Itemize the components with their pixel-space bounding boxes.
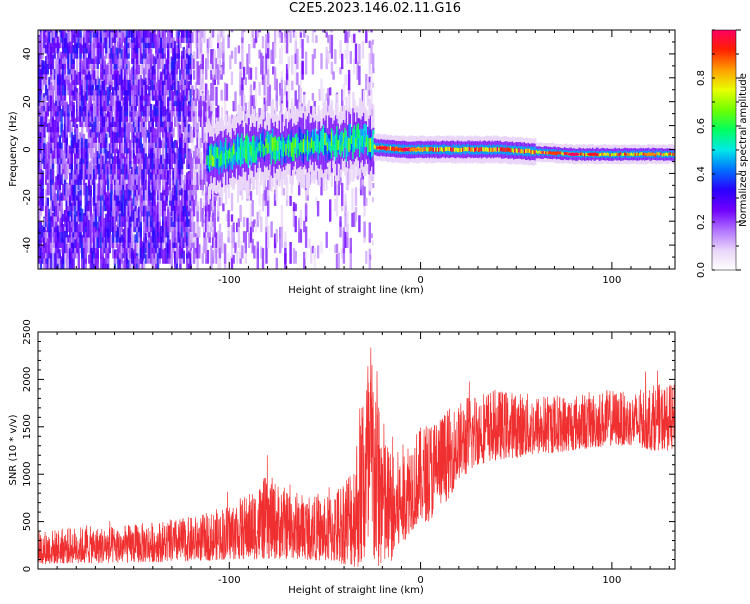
spectrogram-x-ticks: -100 0 100: [37, 30, 670, 286]
snr-x-axis-label: Height of straight line (km): [288, 585, 424, 596]
colorbar-tick-label: 0.4: [696, 166, 707, 182]
figure-title: C2E5.2023.146.02.11.G16: [288, 1, 462, 16]
colorbar-tick-label: 0.8: [696, 70, 707, 86]
snr-x-tick-label: 100: [602, 575, 621, 586]
snr-series: [38, 347, 675, 567]
snr-y-tick-label: 2500: [22, 319, 33, 344]
colorbar-tick-label: 0.0: [696, 262, 707, 278]
spectrogram-x-axis-label: Height of straight line (km): [288, 285, 424, 296]
snr-y-tick-label: 1000: [22, 461, 33, 486]
snr-y-tick-label: 0: [22, 566, 33, 572]
spectrogram-x-tick-label: 100: [602, 275, 621, 286]
snr-y-axis-label: SNR (10 * v/v): [8, 414, 19, 485]
spectrogram-y-axis-label: Frequency (Hz): [8, 111, 19, 187]
spectrogram-y-tick-label: 0: [22, 146, 33, 152]
snr-y-tick-label: 2000: [22, 367, 33, 392]
snr-x-tick-label: 0: [417, 575, 423, 586]
snr-axes-frame: [37, 331, 676, 570]
spectrogram-y-tick-label: -20: [22, 189, 33, 205]
snr-y-tick-label: 500: [22, 512, 33, 531]
spectrogram-y-ticks: -40 -20 0 20 40: [22, 29, 675, 270]
colorbar-tick-label: 0.2: [696, 214, 707, 230]
spectrogram-panel: -100 0 100 -40 -20 0 20 40 Height of straight …: [8, 29, 676, 296]
spectrogram-y-tick-label: 20: [22, 95, 33, 108]
colorbar-ticks: 0.0 0.2 0.4 0.6 0.8: [696, 29, 741, 278]
colorbar: 0.0 0.2 0.4 0.6 0.8 Normalized spectral ampl…: [696, 29, 749, 278]
colorbar-label: Normalized spectral amplitude: [738, 73, 749, 227]
snr-x-tick-label: -100: [218, 575, 241, 586]
snr-y-ticks: 0 500 1000 1500 2000 2500: [22, 319, 675, 572]
spectrogram-y-tick-label: -40: [22, 237, 33, 253]
colorbar-gradient: [711, 29, 737, 271]
snr-x-ticks: -100 0 100: [37, 332, 670, 586]
spectrogram-heatmap: [38, 30, 675, 269]
snr-line: [38, 347, 675, 567]
spectrogram-y-tick-label: 40: [22, 48, 33, 61]
spectrogram-x-tick-label: 0: [417, 275, 423, 286]
colorbar-tick-label: 0.6: [696, 118, 707, 134]
snr-y-tick-label: 1500: [22, 414, 33, 439]
snr-panel: -100 0 100 0 500 1000 1500 2000 2500 Height of …: [8, 319, 676, 596]
spectrogram-x-tick-label: -100: [218, 275, 241, 286]
